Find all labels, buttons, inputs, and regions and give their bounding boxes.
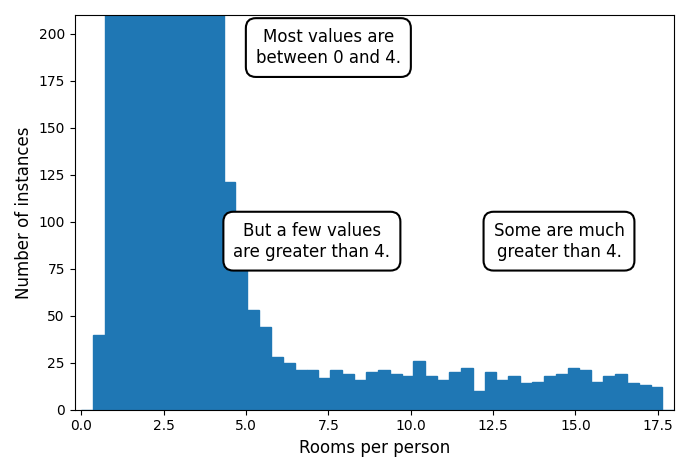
Bar — [224, 182, 235, 410]
Bar — [319, 378, 331, 410]
Bar — [568, 368, 580, 410]
Bar — [437, 379, 449, 410]
Bar — [615, 374, 627, 410]
Bar — [212, 0, 224, 410]
Bar — [639, 385, 651, 410]
Bar — [449, 372, 461, 410]
Bar — [520, 383, 532, 410]
Bar — [176, 0, 188, 410]
Bar — [651, 387, 662, 410]
Bar — [164, 0, 176, 410]
Bar — [306, 370, 319, 410]
Text: But a few values
are greater than 4.: But a few values are greater than 4. — [233, 222, 391, 261]
Bar — [378, 370, 390, 410]
Bar — [555, 374, 568, 410]
Bar — [235, 257, 247, 410]
Bar — [591, 381, 603, 410]
Bar — [129, 0, 141, 410]
Bar — [117, 0, 129, 410]
Bar — [402, 376, 413, 410]
Bar — [509, 376, 520, 410]
Bar — [271, 357, 283, 410]
Bar — [603, 376, 615, 410]
Bar — [544, 376, 555, 410]
Text: Most values are
between 0 and 4.: Most values are between 0 and 4. — [256, 28, 401, 67]
Bar — [413, 361, 425, 410]
Bar — [390, 374, 402, 410]
Bar — [473, 391, 484, 410]
X-axis label: Rooms per person: Rooms per person — [299, 439, 450, 457]
Bar — [283, 362, 295, 410]
Bar — [627, 383, 639, 410]
Bar — [532, 381, 544, 410]
Bar — [105, 0, 117, 410]
Text: Some are much
greater than 4.: Some are much greater than 4. — [493, 222, 624, 261]
Bar — [152, 0, 164, 410]
Bar — [247, 310, 259, 410]
Bar — [141, 0, 152, 410]
Bar — [580, 370, 591, 410]
Bar — [295, 370, 306, 410]
Bar — [366, 372, 378, 410]
Y-axis label: Number of instances: Number of instances — [15, 126, 33, 299]
Bar — [484, 372, 496, 410]
Bar — [496, 379, 509, 410]
Bar — [200, 0, 212, 410]
Bar — [461, 368, 473, 410]
Bar — [93, 335, 105, 410]
Bar — [259, 327, 271, 410]
Bar — [188, 0, 200, 410]
Bar — [331, 370, 342, 410]
Bar — [342, 374, 354, 410]
Bar — [425, 376, 437, 410]
Bar — [354, 379, 366, 410]
